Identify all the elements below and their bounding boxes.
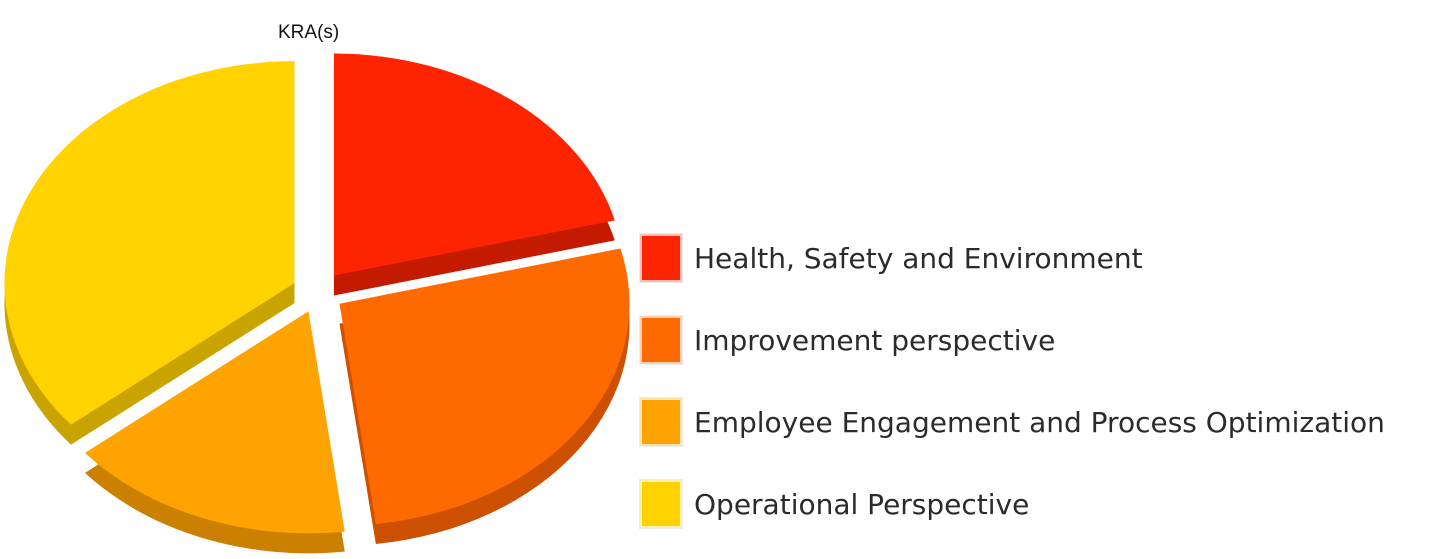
chart-legend: Health, Safety and Environment Improveme… <box>640 232 1385 530</box>
pie-slice-top-hse <box>333 53 615 276</box>
legend-label-improvement: Improvement perspective <box>694 323 1056 357</box>
legend-item-engagement: Employee Engagement and Process Optimiza… <box>640 396 1385 448</box>
pie-slice-top-improvement <box>339 248 630 524</box>
legend-item-improvement: Improvement perspective <box>640 314 1385 366</box>
legend-swatch-engagement <box>640 398 682 446</box>
pie-slice-engagement <box>84 311 345 554</box>
pie-chart <box>4 53 630 554</box>
pie-slice-top-engagement <box>84 311 345 534</box>
legend-swatch-improvement <box>640 316 682 364</box>
legend-swatch-hse <box>640 234 682 282</box>
legend-label-operational: Operational Perspective <box>694 487 1030 521</box>
chart-title: KRA(s) <box>278 22 340 43</box>
legend-item-hse: Health, Safety and Environment <box>640 232 1385 284</box>
legend-swatch-operational <box>640 480 682 528</box>
pie-slice-top-operational <box>4 61 295 425</box>
legend-label-engagement: Employee Engagement and Process Optimiza… <box>694 405 1385 439</box>
pie-slice-operational <box>4 61 295 445</box>
legend-label-hse: Health, Safety and Environment <box>694 241 1143 275</box>
pie-slice-hse <box>333 53 615 296</box>
pie-slice-improvement <box>339 248 630 544</box>
legend-item-operational: Operational Perspective <box>640 478 1385 530</box>
